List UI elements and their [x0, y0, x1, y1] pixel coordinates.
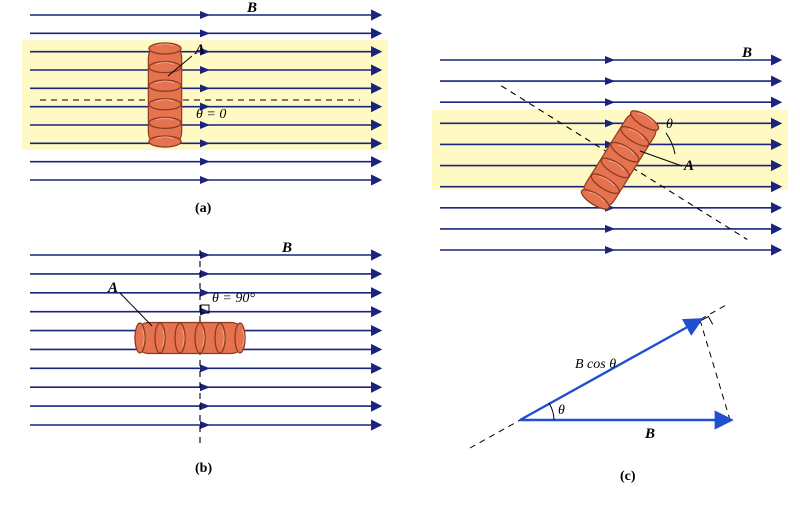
field-arrowhead-icon	[200, 176, 210, 184]
field-arrowhead-icon	[605, 77, 615, 85]
field-arrowhead-icon	[605, 246, 615, 254]
a-label: A	[683, 158, 694, 174]
a-label: A	[107, 280, 118, 296]
angle-arc	[549, 403, 554, 420]
panel-caption: (a)	[195, 201, 212, 216]
theta-label: θ	[558, 403, 565, 418]
theta-label: θ	[666, 117, 673, 132]
panel-b: B Aθ = 90° (b)	[30, 240, 380, 476]
field-arrowhead-icon	[200, 11, 210, 19]
field-arrowhead-icon	[605, 225, 615, 233]
field-arrowhead-icon	[200, 402, 210, 410]
field-arrowhead-icon	[200, 251, 210, 259]
panel-caption: (c)	[620, 469, 636, 484]
b-label: B	[246, 0, 257, 16]
field-arrowhead-icon	[200, 270, 210, 278]
field-arrowhead-icon	[200, 289, 210, 297]
right-angle-icon	[700, 317, 712, 325]
field-arrowhead-icon	[200, 383, 210, 391]
bcos-label: B cos θ	[575, 357, 616, 372]
panel-a: B Aθ = 0 (a)	[22, 0, 388, 216]
b-label: B	[644, 426, 655, 442]
coil	[148, 43, 181, 147]
field-arrowhead-icon	[200, 29, 210, 37]
b-label: B	[281, 240, 292, 256]
panel-c: θ A B	[432, 45, 788, 254]
theta-label: θ = 90°	[212, 291, 255, 306]
theta-label: θ = 0	[196, 107, 226, 122]
a-label: A	[194, 42, 205, 58]
field-arrowhead-icon	[605, 56, 615, 64]
panel-caption: (b)	[195, 461, 212, 476]
leader-line	[120, 293, 152, 326]
field-arrowhead-icon	[605, 98, 615, 106]
field-arrowhead-icon	[200, 158, 210, 166]
b-label: B	[741, 45, 752, 61]
field-arrowhead-icon	[200, 364, 210, 372]
coil	[135, 323, 245, 354]
figure-root: B Aθ = 0 (a) B Aθ = 90° (b) θ A B θ B B cos θ (c)	[0, 0, 800, 518]
vector-diagram: θ B B cos θ (c)	[470, 304, 730, 484]
dash-line	[700, 320, 730, 420]
field-arrowhead-icon	[200, 421, 210, 429]
